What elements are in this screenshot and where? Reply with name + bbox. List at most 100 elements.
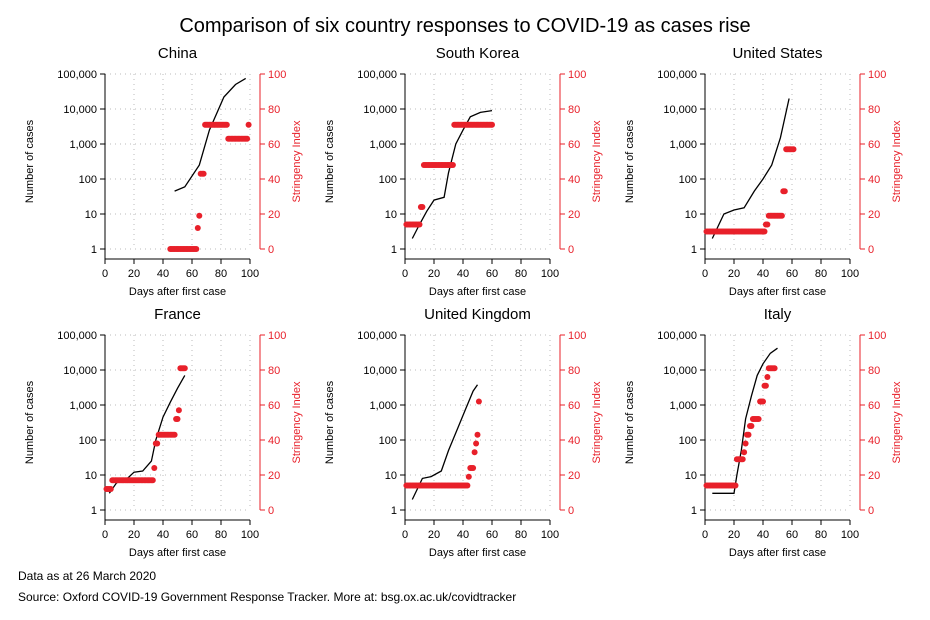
y-tick-label: 100 <box>379 435 397 447</box>
x-tick-label: 40 <box>457 268 469 280</box>
stringency-point <box>449 162 456 168</box>
y2-tick-label: 20 <box>868 209 880 221</box>
y-axis-label: Number of cases <box>324 119 336 203</box>
y-tick-label: 10,000 <box>663 365 697 377</box>
x-tick-label: 80 <box>515 529 527 541</box>
y-tick-label: 10 <box>385 209 397 221</box>
data-date-note: Data as at 26 March 2020 <box>18 569 157 583</box>
panel-title: China <box>158 45 198 62</box>
stringency-point <box>193 246 200 252</box>
x-tick-label: 80 <box>215 529 227 541</box>
y-axis-label: Number of cases <box>624 380 636 464</box>
x-tick-label: 40 <box>157 529 169 541</box>
y-tick-label: 10 <box>85 209 97 221</box>
stringency-point <box>732 482 739 489</box>
y2-tick-label: 40 <box>268 174 280 186</box>
y2-tick-label: 60 <box>568 139 580 151</box>
x-tick-label: 0 <box>402 529 408 541</box>
x-tick-label: 20 <box>428 529 440 541</box>
y2-tick-label: 60 <box>868 139 880 151</box>
x-tick-label: 80 <box>815 529 827 541</box>
x-axis-label: Days after first case <box>129 547 226 559</box>
y2-axis-label: Stringency Index <box>291 381 303 463</box>
y2-tick-label: 0 <box>568 505 574 517</box>
x-tick-label: 20 <box>428 268 440 280</box>
x-tick-label: 0 <box>402 268 408 280</box>
x-tick-label: 20 <box>128 529 140 541</box>
y2-tick-label: 40 <box>868 435 880 447</box>
stringency-point <box>761 228 768 235</box>
panel-united-kingdom: United Kingdom 0 20 40 60 80 100 1 10 100 1,000 10,… <box>324 306 603 559</box>
cases-line <box>712 347 778 494</box>
y2-tick-label: 40 <box>268 435 280 447</box>
x-axis-label: Days after first case <box>129 286 226 298</box>
y-axis-label: Number of cases <box>324 380 336 464</box>
stringency-point <box>748 423 755 429</box>
y-tick-label: 1 <box>691 244 697 256</box>
y2-tick-label: 80 <box>268 365 280 377</box>
stringency-point <box>760 398 766 405</box>
y2-tick-label: 60 <box>268 400 280 412</box>
x-tick-label: 60 <box>486 268 498 280</box>
stringency-point <box>151 465 158 471</box>
stringency-point <box>171 431 178 438</box>
y-tick-label: 1,000 <box>669 139 697 151</box>
x-axis-label: Days after first case <box>729 547 826 559</box>
y2-tick-label: 60 <box>268 139 280 151</box>
stringency-point <box>745 431 752 438</box>
y2-tick-label: 100 <box>868 330 886 342</box>
y-tick-label: 10,000 <box>63 365 97 377</box>
y2-tick-label: 20 <box>868 470 880 482</box>
y-tick-label: 100,000 <box>357 69 397 81</box>
cases-line <box>411 384 479 500</box>
y2-tick-label: 80 <box>568 104 580 116</box>
y-tick-label: 1,000 <box>669 400 697 412</box>
y2-tick-label: 80 <box>268 104 280 116</box>
y-axis-label: Number of cases <box>624 119 636 203</box>
y2-tick-label: 60 <box>568 400 580 412</box>
y-tick-label: 1,000 <box>69 400 97 412</box>
x-tick-label: 100 <box>841 529 859 541</box>
y-tick-label: 10 <box>685 209 697 221</box>
chart-title: Comparison of six country responses to C… <box>179 15 750 37</box>
x-tick-label: 80 <box>515 268 527 280</box>
y2-tick-label: 20 <box>568 209 580 221</box>
stringency-point <box>778 212 785 219</box>
y-tick-label: 100 <box>379 174 397 186</box>
y2-tick-label: 0 <box>868 505 874 517</box>
x-axis-label: Days after first case <box>429 547 526 559</box>
y-tick-label: 100,000 <box>57 69 97 81</box>
stringency-point <box>200 170 207 177</box>
y-tick-label: 1,000 <box>369 139 397 151</box>
x-tick-label: 0 <box>102 268 108 280</box>
x-tick-label: 100 <box>241 529 259 541</box>
x-tick-label: 40 <box>757 529 769 541</box>
y2-tick-label: 60 <box>868 400 880 412</box>
x-tick-label: 60 <box>186 529 198 541</box>
stringency-point <box>107 486 114 492</box>
stringency-point <box>149 477 156 484</box>
x-tick-label: 100 <box>841 268 859 280</box>
stringency-point <box>755 416 762 422</box>
x-axis-label: Days after first case <box>429 286 526 298</box>
y-tick-label: 1 <box>691 505 697 517</box>
panel-title: Italy <box>764 306 792 323</box>
cases-line <box>711 98 790 239</box>
stringency-point <box>790 146 797 153</box>
y2-axis-label: Stringency Index <box>591 120 603 202</box>
x-tick-label: 100 <box>241 268 259 280</box>
x-tick-label: 20 <box>728 268 740 280</box>
y-tick-label: 1,000 <box>369 400 397 412</box>
y2-tick-label: 0 <box>268 505 274 517</box>
y2-tick-label: 0 <box>568 244 574 256</box>
y2-tick-label: 0 <box>868 244 874 256</box>
x-tick-label: 40 <box>457 529 469 541</box>
panel-title: United Kingdom <box>424 306 531 323</box>
stringency-point <box>742 440 749 447</box>
source-note: Source: Oxford COVID-19 Government Respo… <box>18 590 517 604</box>
stringency-point <box>489 121 495 128</box>
y-axis-label: Number of cases <box>24 380 36 464</box>
y-tick-label: 100 <box>79 435 97 447</box>
stringency-point <box>194 225 201 231</box>
